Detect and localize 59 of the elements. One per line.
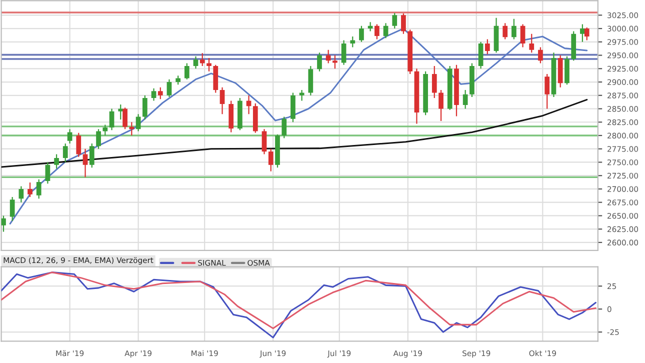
- candlestick: [10, 196, 15, 222]
- candlestick: [109, 108, 114, 131]
- candlestick: [512, 18, 516, 40]
- candlestick: [462, 89, 468, 110]
- candlestick: [67, 128, 72, 144]
- candlestick: [129, 122, 134, 136]
- candlestick: [438, 89, 444, 122]
- candlestick: [96, 128, 101, 150]
- candlestick: [282, 116, 287, 139]
- candlestick: [485, 38, 490, 55]
- candlestick: [176, 75, 180, 86]
- candlestick: [45, 162, 50, 184]
- candlestick: [246, 94, 252, 115]
- candlestick: [502, 22, 508, 40]
- candlestick: [76, 132, 82, 158]
- candlestick: [538, 46, 543, 64]
- candlestick: [220, 86, 225, 115]
- candlestick: [392, 12, 398, 30]
- candlestick: [359, 25, 364, 42]
- candlestick: [158, 86, 163, 100]
- candlestick: [54, 154, 59, 170]
- candlestick: [478, 41, 484, 70]
- candlestick: [89, 142, 94, 168]
- candlestick: [317, 52, 322, 72]
- candlestick: [206, 57, 212, 72]
- candlestick: [193, 56, 198, 70]
- candlestick: [544, 73, 550, 110]
- candlestick: [332, 54, 338, 70]
- candlestick: [151, 88, 156, 102]
- candlestick: [350, 36, 356, 48]
- candlestick: [166, 78, 172, 98]
- candlestick: [82, 148, 88, 178]
- candlestick: [432, 65, 437, 99]
- candlestick: [401, 13, 406, 34]
- candlestick: [341, 40, 346, 66]
- candlestick: [326, 49, 331, 64]
- candlestick: [262, 128, 267, 155]
- candlestick: [1, 215, 6, 232]
- candlestick: [18, 186, 24, 203]
- candlestick: [584, 26, 590, 41]
- candlestick: [200, 52, 205, 67]
- candlestick: [383, 22, 388, 39]
- candlestick: [102, 124, 108, 136]
- candlestick: [36, 178, 42, 200]
- candlestick: [268, 148, 274, 172]
- candlestick: [136, 114, 141, 132]
- candlestick: [374, 24, 380, 40]
- line-series: [1, 98, 588, 168]
- candlestick: [520, 24, 526, 48]
- candlestick: [122, 107, 128, 130]
- candlestick: [142, 94, 148, 120]
- candlestick: [184, 62, 190, 80]
- candlestick: [62, 142, 68, 163]
- candlestick: [299, 89, 304, 102]
- candlestick: [529, 33, 534, 54]
- candlestick: [290, 92, 296, 123]
- candlestick: [308, 65, 314, 96]
- candlestick: [580, 24, 585, 42]
- candlestick: [28, 182, 32, 198]
